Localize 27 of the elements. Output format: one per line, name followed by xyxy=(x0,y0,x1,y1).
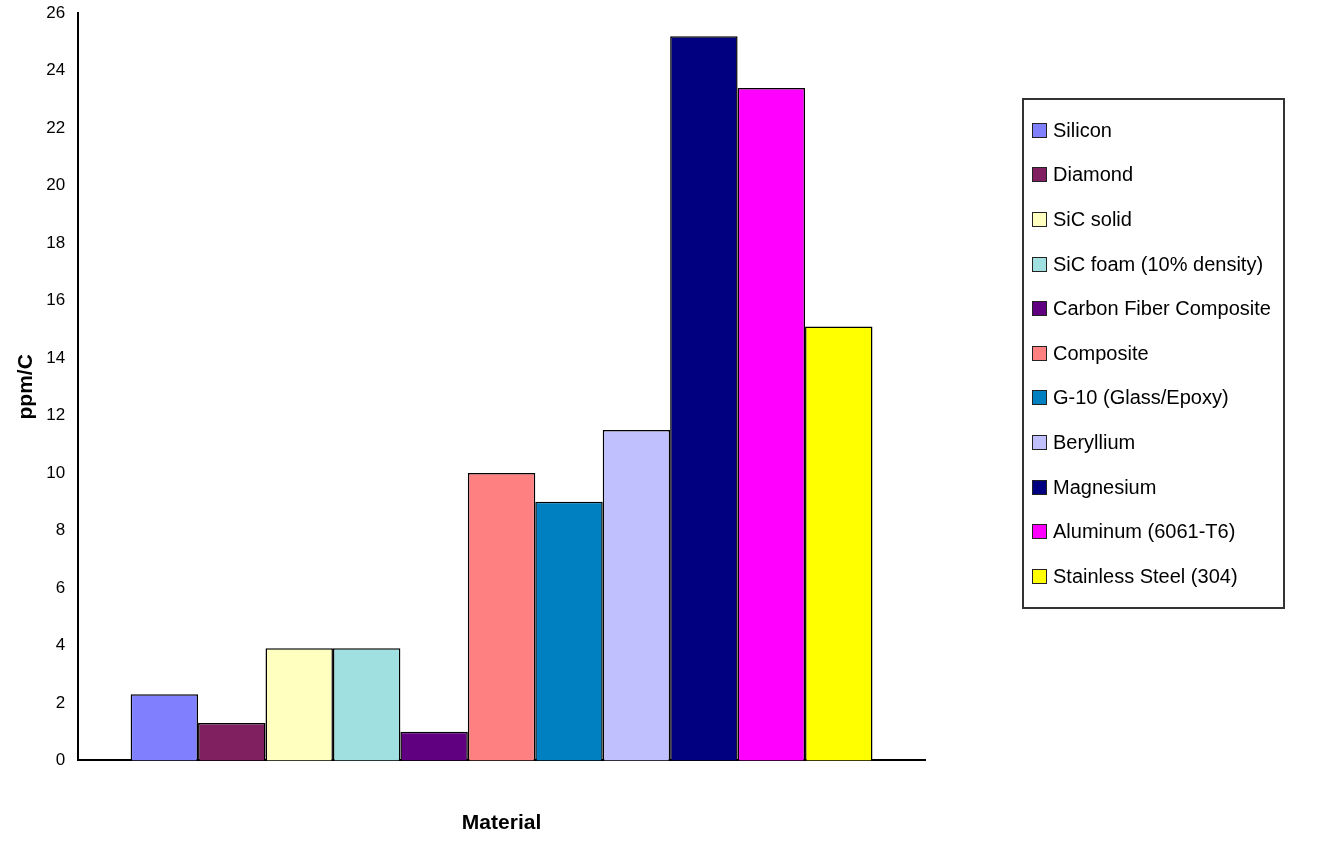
legend-label: Carbon Fiber Composite xyxy=(1053,297,1271,321)
legend-label: Aluminum (6061-T6) xyxy=(1053,520,1236,544)
y-tick-label: 14 xyxy=(46,347,66,367)
y-tick-label: 6 xyxy=(55,577,66,597)
y-tick-label: 12 xyxy=(46,405,66,425)
y-axis-title: ppm/C xyxy=(13,354,37,420)
legend-label: Silicon xyxy=(1053,118,1112,142)
y-tick-label: 24 xyxy=(46,60,66,80)
y-tick-label: 20 xyxy=(46,175,66,195)
legend-label: SiC solid xyxy=(1053,207,1132,231)
y-tick-label: 16 xyxy=(46,290,66,310)
x-axis-title: Material xyxy=(461,810,542,834)
legend-label: SiC foam (10% density) xyxy=(1053,252,1264,276)
y-tick-label: 10 xyxy=(46,462,66,482)
legend-label: Composite xyxy=(1053,341,1149,365)
y-tick-label: 22 xyxy=(46,117,66,137)
y-tick-label: 4 xyxy=(55,635,66,655)
y-tick-label: 8 xyxy=(55,520,66,540)
legend-label: Magnesium xyxy=(1053,475,1157,499)
legend-label: Beryllium xyxy=(1053,430,1136,454)
y-tick-label: 18 xyxy=(46,232,66,252)
y-tick-label: 2 xyxy=(55,692,66,712)
legend-label: G-10 (Glass/Epoxy) xyxy=(1053,386,1229,410)
legend-label: Stainless Steel (304) xyxy=(1053,564,1238,588)
y-tick-label: 0 xyxy=(55,750,66,770)
legend-label: Diamond xyxy=(1053,163,1134,187)
y-tick-label: 26 xyxy=(46,2,66,22)
